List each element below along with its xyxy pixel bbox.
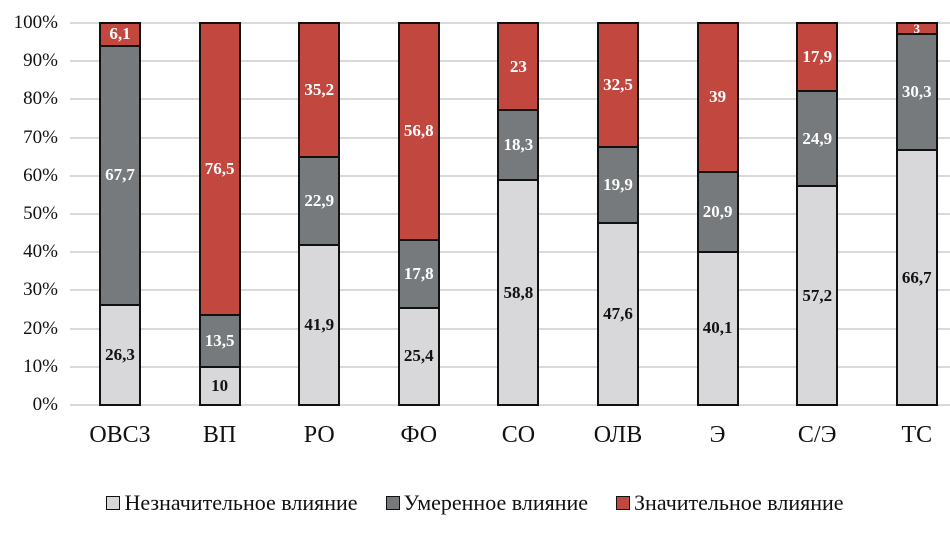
x-axis-tick-label: С/Э bbox=[797, 422, 837, 448]
bar-segment: 32,5 bbox=[597, 22, 639, 149]
data-label: 35,2 bbox=[304, 80, 335, 100]
legend-label: Незначительное влияние bbox=[124, 490, 358, 515]
bar-segment: 67,7 bbox=[99, 44, 141, 306]
bar-СО: 58,8 18,3 23 bbox=[497, 21, 540, 406]
bar-segment: 13,5 bbox=[198, 314, 241, 368]
legend-swatch-icon bbox=[616, 496, 631, 510]
data-label: 47,6 bbox=[603, 304, 633, 324]
legend-label: Умеренное влияние bbox=[403, 490, 589, 515]
data-label: 67,7 bbox=[105, 165, 135, 185]
bar-Э: 40,1 20,9 39 bbox=[696, 22, 739, 406]
bar-segment: 25,4 bbox=[397, 306, 440, 406]
data-label: 56,8 bbox=[403, 121, 434, 141]
bar-segment: 18,3 bbox=[497, 109, 540, 182]
x-axis-tick-label: ОЛВ bbox=[593, 422, 643, 448]
data-label: 76,5 bbox=[204, 159, 235, 179]
data-label: 41,9 bbox=[304, 314, 335, 334]
y-axis-tick-label: 40% bbox=[23, 241, 58, 263]
bar-segment: 30,3 bbox=[895, 33, 938, 152]
y-axis-tick-label: 30% bbox=[23, 279, 58, 301]
data-label: 17,8 bbox=[403, 263, 434, 283]
x-axis-tick-label: Э bbox=[709, 422, 726, 448]
bar-segment: 6,1 bbox=[99, 21, 141, 47]
data-label: 17,9 bbox=[802, 47, 833, 67]
legend-swatch-icon bbox=[385, 496, 400, 510]
bar-ОЛВ: 47,6 19,9 32,5 bbox=[597, 22, 639, 406]
y-axis-tick-label: 70% bbox=[23, 126, 58, 148]
data-label: 39 bbox=[709, 87, 727, 107]
bar-segment: 20,9 bbox=[696, 170, 739, 253]
x-axis-tick-label: ТС bbox=[901, 422, 933, 448]
bar-segment: 19,9 bbox=[597, 146, 639, 225]
data-label: 10 bbox=[211, 375, 229, 395]
data-label: 32,5 bbox=[603, 75, 633, 95]
bar-С/Э: 57,2 24,9 17,9 bbox=[796, 22, 839, 406]
data-label: 20,9 bbox=[702, 201, 733, 221]
y-axis-tick-label: 60% bbox=[23, 164, 58, 186]
x-axis-tick-label: ОВСЗ bbox=[89, 422, 151, 448]
bar-segment: 56,8 bbox=[397, 22, 440, 241]
data-label: 30,3 bbox=[901, 82, 932, 102]
x-axis-tick-label: ВП bbox=[202, 422, 237, 448]
data-label: 23 bbox=[509, 56, 527, 76]
legend: Незначительное влияние Умеренное влияние З… bbox=[0, 490, 950, 516]
bar-ФО: 25,4 17,8 56,8 bbox=[397, 22, 440, 406]
bar-ОВСЗ: 26,3 67,7 6,1 bbox=[99, 21, 141, 406]
bar-segment: 24,9 bbox=[796, 90, 839, 188]
data-label: 57,2 bbox=[802, 285, 833, 305]
data-label: 19,9 bbox=[603, 175, 633, 195]
bar-ВП: 10 13,5 76,5 bbox=[198, 22, 241, 406]
bar-segment: 35,2 bbox=[298, 22, 341, 159]
bar-РО: 41,9 22,9 35,2 bbox=[298, 22, 341, 406]
legend-item: Незначительное влияние bbox=[106, 490, 358, 516]
y-axis-tick-label: 10% bbox=[23, 355, 58, 377]
x-axis-tick-label: ФО bbox=[400, 422, 438, 448]
y-axis-tick-label: 80% bbox=[23, 88, 58, 110]
data-label: 22,9 bbox=[304, 191, 335, 211]
data-label: 40,1 bbox=[702, 318, 733, 338]
bar-segment: 17,9 bbox=[796, 22, 839, 93]
legend-item: Значительное влияние bbox=[616, 490, 844, 516]
legend-swatch-icon bbox=[106, 496, 121, 510]
bar-segment: 66,7 bbox=[895, 149, 938, 406]
bar-segment: 10 bbox=[198, 365, 241, 406]
bar-segment: 57,2 bbox=[796, 185, 839, 406]
bar-segment: 26,3 bbox=[99, 303, 141, 406]
y-axis-tick-label: 0% bbox=[32, 394, 58, 415]
legend-item: Умеренное влияние bbox=[385, 490, 589, 516]
bar-segment: 3 bbox=[895, 20, 938, 36]
data-label: 18,3 bbox=[503, 135, 534, 155]
legend-label: Значительное влияние bbox=[634, 490, 844, 515]
bar-segment: 47,6 bbox=[597, 222, 639, 406]
y-axis-tick-label: 100% bbox=[13, 12, 58, 33]
bar-segment: 41,9 bbox=[298, 243, 341, 406]
x-axis-tick-label: СО bbox=[501, 422, 536, 448]
y-axis-tick-label: 50% bbox=[23, 203, 58, 224]
bar-segment: 39 bbox=[696, 22, 739, 173]
data-label: 6,1 bbox=[109, 24, 131, 44]
x-axis-tick-label: РО bbox=[303, 422, 335, 448]
data-label: 24,9 bbox=[802, 128, 833, 148]
y-axis-tick-label: 90% bbox=[23, 50, 58, 72]
y-axis-tick-label: 20% bbox=[23, 317, 58, 339]
data-label: 26,3 bbox=[105, 344, 135, 364]
bar-segment: 76,5 bbox=[198, 22, 241, 317]
data-label: 66,7 bbox=[901, 267, 932, 287]
bar-segment: 17,8 bbox=[397, 238, 440, 309]
bar-segment: 58,8 bbox=[497, 179, 540, 406]
data-label: 25,4 bbox=[403, 346, 434, 366]
data-label: 13,5 bbox=[204, 331, 235, 350]
data-label: 58,8 bbox=[503, 282, 534, 302]
data-label: 3 bbox=[913, 20, 921, 36]
bar-segment: 40,1 bbox=[696, 250, 739, 406]
bar-segment: 22,9 bbox=[298, 156, 341, 246]
bar-ТС: 66,7 30,3 3 bbox=[895, 20, 938, 406]
bar-segment: 23 bbox=[497, 21, 540, 112]
